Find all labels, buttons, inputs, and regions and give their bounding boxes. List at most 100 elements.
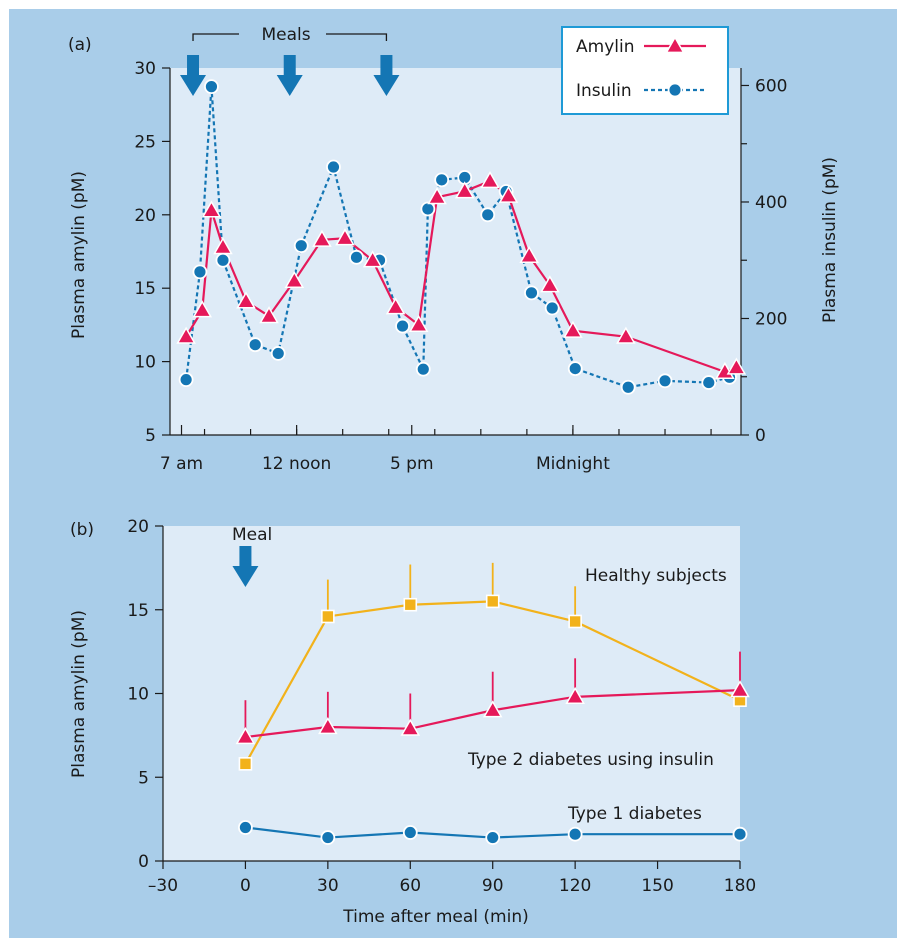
insulin-point — [701, 375, 717, 390]
amylin-point — [480, 171, 500, 189]
panel-a-y-tick-label: 25 — [134, 132, 156, 152]
point-healthy — [485, 594, 500, 609]
point-healthy — [568, 614, 582, 629]
panel-b-y-tick-label: 20 — [127, 517, 149, 537]
insulin-point — [567, 361, 583, 376]
amylin-point — [176, 326, 196, 344]
insulin-point — [434, 172, 450, 188]
line-type2 — [245, 689, 741, 739]
point-type1 — [485, 830, 501, 845]
panel-b-y-axis-label: Plasma amylin (pM) — [69, 610, 89, 778]
point-type2 — [565, 686, 585, 704]
amylin-line — [185, 179, 737, 374]
panel-a-axes: 5 10 15 20 25 30 0 200 400 600 7 am 12 noon 5 pm Midn… — [134, 59, 787, 474]
insulin-point — [620, 379, 636, 395]
point-type1 — [567, 826, 583, 842]
amylin-point — [236, 291, 256, 309]
amylin-point — [201, 200, 222, 218]
panel-a-y-axis-label: Plasma amylin (pM) — [69, 171, 89, 339]
point-type2 — [730, 680, 750, 698]
line-type1 — [245, 826, 740, 839]
series-label-type1: Type 1 diabetes — [567, 804, 702, 824]
amylin-point — [284, 270, 305, 288]
legend-box — [561, 26, 729, 115]
point-type2 — [400, 718, 421, 736]
insulin-point — [657, 373, 673, 389]
panel-a-x-tick-label: 7 am — [160, 454, 203, 474]
panel-a-markers — [176, 79, 747, 395]
point-type2 — [318, 716, 338, 735]
panel-a-y-tick-label: 15 — [134, 279, 156, 299]
amylin-point — [192, 300, 213, 318]
legend-insulin-marker — [667, 82, 683, 98]
panel-b-x-axis-label: Time after meal (min) — [342, 907, 529, 927]
panel-b-x-tick-label: 60 — [399, 876, 421, 896]
panel-a-label: (a) — [68, 35, 92, 55]
panel-b-y-tick-label: 15 — [127, 601, 149, 621]
meal-arrow-icon — [373, 55, 400, 96]
point-type1 — [238, 820, 253, 835]
amylin-point — [540, 275, 560, 293]
meal-arrow-icon — [276, 55, 303, 96]
panel-a-plot-area — [170, 68, 741, 435]
amylin-point — [385, 297, 406, 315]
point-type1 — [732, 826, 748, 842]
insulin-line — [185, 86, 730, 389]
panel-b-x-tick-label: 90 — [482, 876, 504, 896]
legend-amylin-label: Amylin — [576, 37, 634, 57]
panel-a-y-tick-label: 20 — [134, 206, 156, 226]
panel-b-x-tick-label: 150 — [641, 876, 673, 896]
insulin-point — [293, 238, 309, 254]
amylin-point — [616, 326, 636, 344]
point-type1 — [402, 825, 418, 840]
amylin-point — [408, 314, 429, 333]
amylin-point — [454, 181, 475, 199]
point-type1 — [320, 830, 336, 845]
insulin-point — [420, 201, 436, 217]
point-type2 — [482, 700, 503, 718]
line-healthy — [244, 600, 741, 765]
insulin-point — [247, 337, 263, 353]
insulin-point — [349, 249, 364, 265]
point-healthy — [321, 609, 335, 624]
panel-a-y2-tick-label: 600 — [755, 76, 787, 96]
amylin-point — [259, 306, 279, 324]
amylin-point — [519, 245, 539, 264]
panel-b-y-tick-label: 0 — [138, 852, 149, 872]
panel-b-markers — [235, 594, 750, 845]
meal-arrow-icon — [232, 546, 259, 587]
meal-arrow-icon — [180, 55, 207, 96]
amylin-point — [563, 320, 583, 338]
amylin-point — [427, 187, 447, 205]
insulin-point — [215, 252, 231, 268]
panel-b-axes: 0 5 10 15 20 –30 0 30 60 90 120 150 180 — [127, 517, 756, 896]
insulin-point — [204, 79, 219, 95]
legend: Amylin Insulin — [561, 26, 729, 115]
panel-a: 5 10 15 20 25 30 0 200 400 600 7 am 12 noon 5 pm Midn… — [68, 25, 840, 474]
panel-b-x-tick-label: 180 — [724, 876, 756, 896]
meals-bracket-left — [192, 33, 239, 41]
panel-b-y-tick-label: 10 — [127, 685, 149, 705]
meal-arrows — [180, 33, 400, 96]
panel-b: 0 5 10 15 20 –30 0 30 60 90 120 150 180 (b) Plasma a… — [69, 517, 756, 927]
insulin-point — [415, 361, 431, 377]
panel-a-y2-axis-label: Plasma insulin (pM) — [820, 157, 840, 323]
insulin-point — [480, 207, 496, 223]
panel-b-x-tick-label: 120 — [559, 876, 591, 896]
panel-a-y2-tick-label: 400 — [755, 193, 787, 213]
amylin-point — [213, 237, 233, 255]
legend-insulin-label: Insulin — [576, 81, 632, 101]
series-label-healthy: Healthy subjects — [585, 566, 727, 586]
insulin-point — [192, 264, 208, 280]
panel-b-y-tick-label: 5 — [138, 768, 149, 788]
panel-a-y-tick-label: 30 — [134, 59, 156, 79]
insulin-point — [178, 372, 194, 388]
point-type2 — [235, 727, 256, 745]
panel-a-y2-tick-label: 0 — [755, 426, 766, 446]
meals-bracket-right — [326, 33, 388, 41]
meals-label: Meals — [261, 25, 310, 45]
panel-a-x-tick-label: Midnight — [536, 454, 610, 474]
panel-b-label: (b) — [70, 520, 94, 540]
insulin-point — [544, 300, 560, 316]
